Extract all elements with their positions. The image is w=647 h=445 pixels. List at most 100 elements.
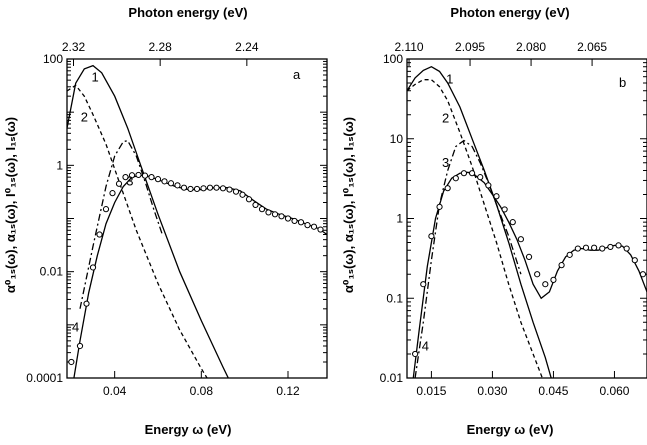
panel-b-top-axis-title: Photon energy (eV) <box>450 5 569 20</box>
data-point <box>206 184 214 191</box>
data-point <box>68 358 75 366</box>
data-point <box>245 196 253 203</box>
series-line-2 <box>407 79 544 378</box>
panel-a-top-axis-title: Photon energy (eV) <box>128 5 247 20</box>
data-point <box>599 245 606 252</box>
panel-b-frame <box>406 58 647 379</box>
data-point <box>128 172 136 179</box>
panel-b-x-axis-title: Energy ω (eV) <box>467 422 554 437</box>
curve-label: 4 <box>72 319 79 334</box>
data-point <box>444 185 451 192</box>
data-point <box>623 245 630 252</box>
series-line-4 <box>73 174 327 378</box>
data-point <box>284 215 292 222</box>
data-point <box>83 300 90 307</box>
panel-a-y-axis-title: α⁰₁ₛ(ω), α₁ₛ(ω), I⁰₁ₛ(ω), I₁ₛ(ω) <box>3 117 18 293</box>
data-point <box>109 190 116 197</box>
data-point <box>258 206 266 213</box>
data-point <box>631 257 638 264</box>
data-point <box>226 186 233 193</box>
top-tick-label: 2.065 <box>577 40 607 54</box>
series-line-3 <box>79 139 163 309</box>
x-tick-label: 0.12 <box>276 384 300 398</box>
y-tick-label: 0.01 <box>40 265 64 279</box>
data-point <box>291 217 298 225</box>
data-point <box>148 174 155 181</box>
data-point <box>193 185 201 193</box>
data-point <box>200 185 207 192</box>
panel-letter: b <box>619 75 626 90</box>
data-point <box>297 219 305 226</box>
data-point <box>265 209 272 216</box>
data-point <box>174 182 181 189</box>
curve-label: 4 <box>422 338 429 353</box>
y-tick-label: 0.0001 <box>26 371 63 385</box>
data-point <box>566 251 573 258</box>
data-point <box>534 271 541 278</box>
y-tick-label: 1 <box>396 212 403 226</box>
series-line-1 <box>67 64 229 378</box>
curve-label: 3 <box>442 155 449 170</box>
top-tick-label: 2.080 <box>516 40 546 54</box>
data-point <box>574 245 581 252</box>
data-point <box>468 170 476 177</box>
data-point <box>542 281 549 288</box>
data-point <box>591 244 598 251</box>
top-tick-label: 2.095 <box>455 40 485 54</box>
y-tick-label: 10 <box>390 132 404 146</box>
data-point <box>102 206 110 213</box>
data-point <box>428 233 435 240</box>
panel-letter: a <box>293 67 301 82</box>
curve-label: 1 <box>446 72 453 87</box>
data-point <box>639 271 647 278</box>
data-point <box>96 231 103 238</box>
y-tick-label: 100 <box>383 52 403 66</box>
curve-label: 2 <box>442 110 449 125</box>
data-point <box>436 203 443 210</box>
data-point <box>485 182 492 189</box>
data-point <box>239 191 246 198</box>
panel-b: Photon energy (eV) Energy ω (eV) α⁰₁ₛ(ω)… <box>341 5 647 437</box>
x-tick-label: 0.04 <box>103 384 127 398</box>
data-point <box>525 253 533 260</box>
data-point <box>135 171 142 179</box>
data-point <box>477 174 484 181</box>
data-point <box>582 244 590 251</box>
data-point <box>558 262 565 269</box>
data-point <box>317 226 324 233</box>
curve-label: 2 <box>81 109 88 124</box>
top-tick-label: 2.32 <box>62 40 86 54</box>
x-tick-label: 0.08 <box>190 384 214 398</box>
y-tick-label: 0.1 <box>386 291 403 305</box>
data-point <box>161 178 168 185</box>
panel-b-y-axis-title: α⁰₁ₛ(ω), α₁ₛ(ω), I⁰₁ₛ(ω), I₁ₛ(ω) <box>341 117 356 293</box>
data-point <box>154 176 162 183</box>
data-point <box>501 206 508 213</box>
x-tick-label: 0.060 <box>599 384 629 398</box>
data-point <box>122 174 129 181</box>
curve-label: 1 <box>92 69 99 84</box>
series-line-3 <box>414 139 522 378</box>
data-point <box>232 188 240 195</box>
data-point <box>615 242 622 249</box>
data-point <box>550 276 557 283</box>
data-point <box>219 185 227 192</box>
data-point <box>141 172 149 179</box>
data-point <box>460 170 468 177</box>
curve-label: 3 <box>126 173 133 188</box>
x-tick-label: 0.015 <box>416 384 446 398</box>
data-point <box>304 222 311 229</box>
data-point <box>607 243 614 251</box>
data-point <box>278 213 285 220</box>
data-point <box>420 281 427 288</box>
top-tick-label: 2.28 <box>148 40 172 54</box>
series-line-2 <box>67 84 208 378</box>
data-point <box>76 342 84 350</box>
y-tick-label: 1 <box>56 158 63 172</box>
data-point <box>509 219 516 226</box>
y-tick-label: 0.01 <box>380 371 404 385</box>
panel-a-x-axis-title: Energy ω (eV) <box>145 422 232 437</box>
data-point <box>115 180 123 187</box>
data-point <box>167 180 175 187</box>
